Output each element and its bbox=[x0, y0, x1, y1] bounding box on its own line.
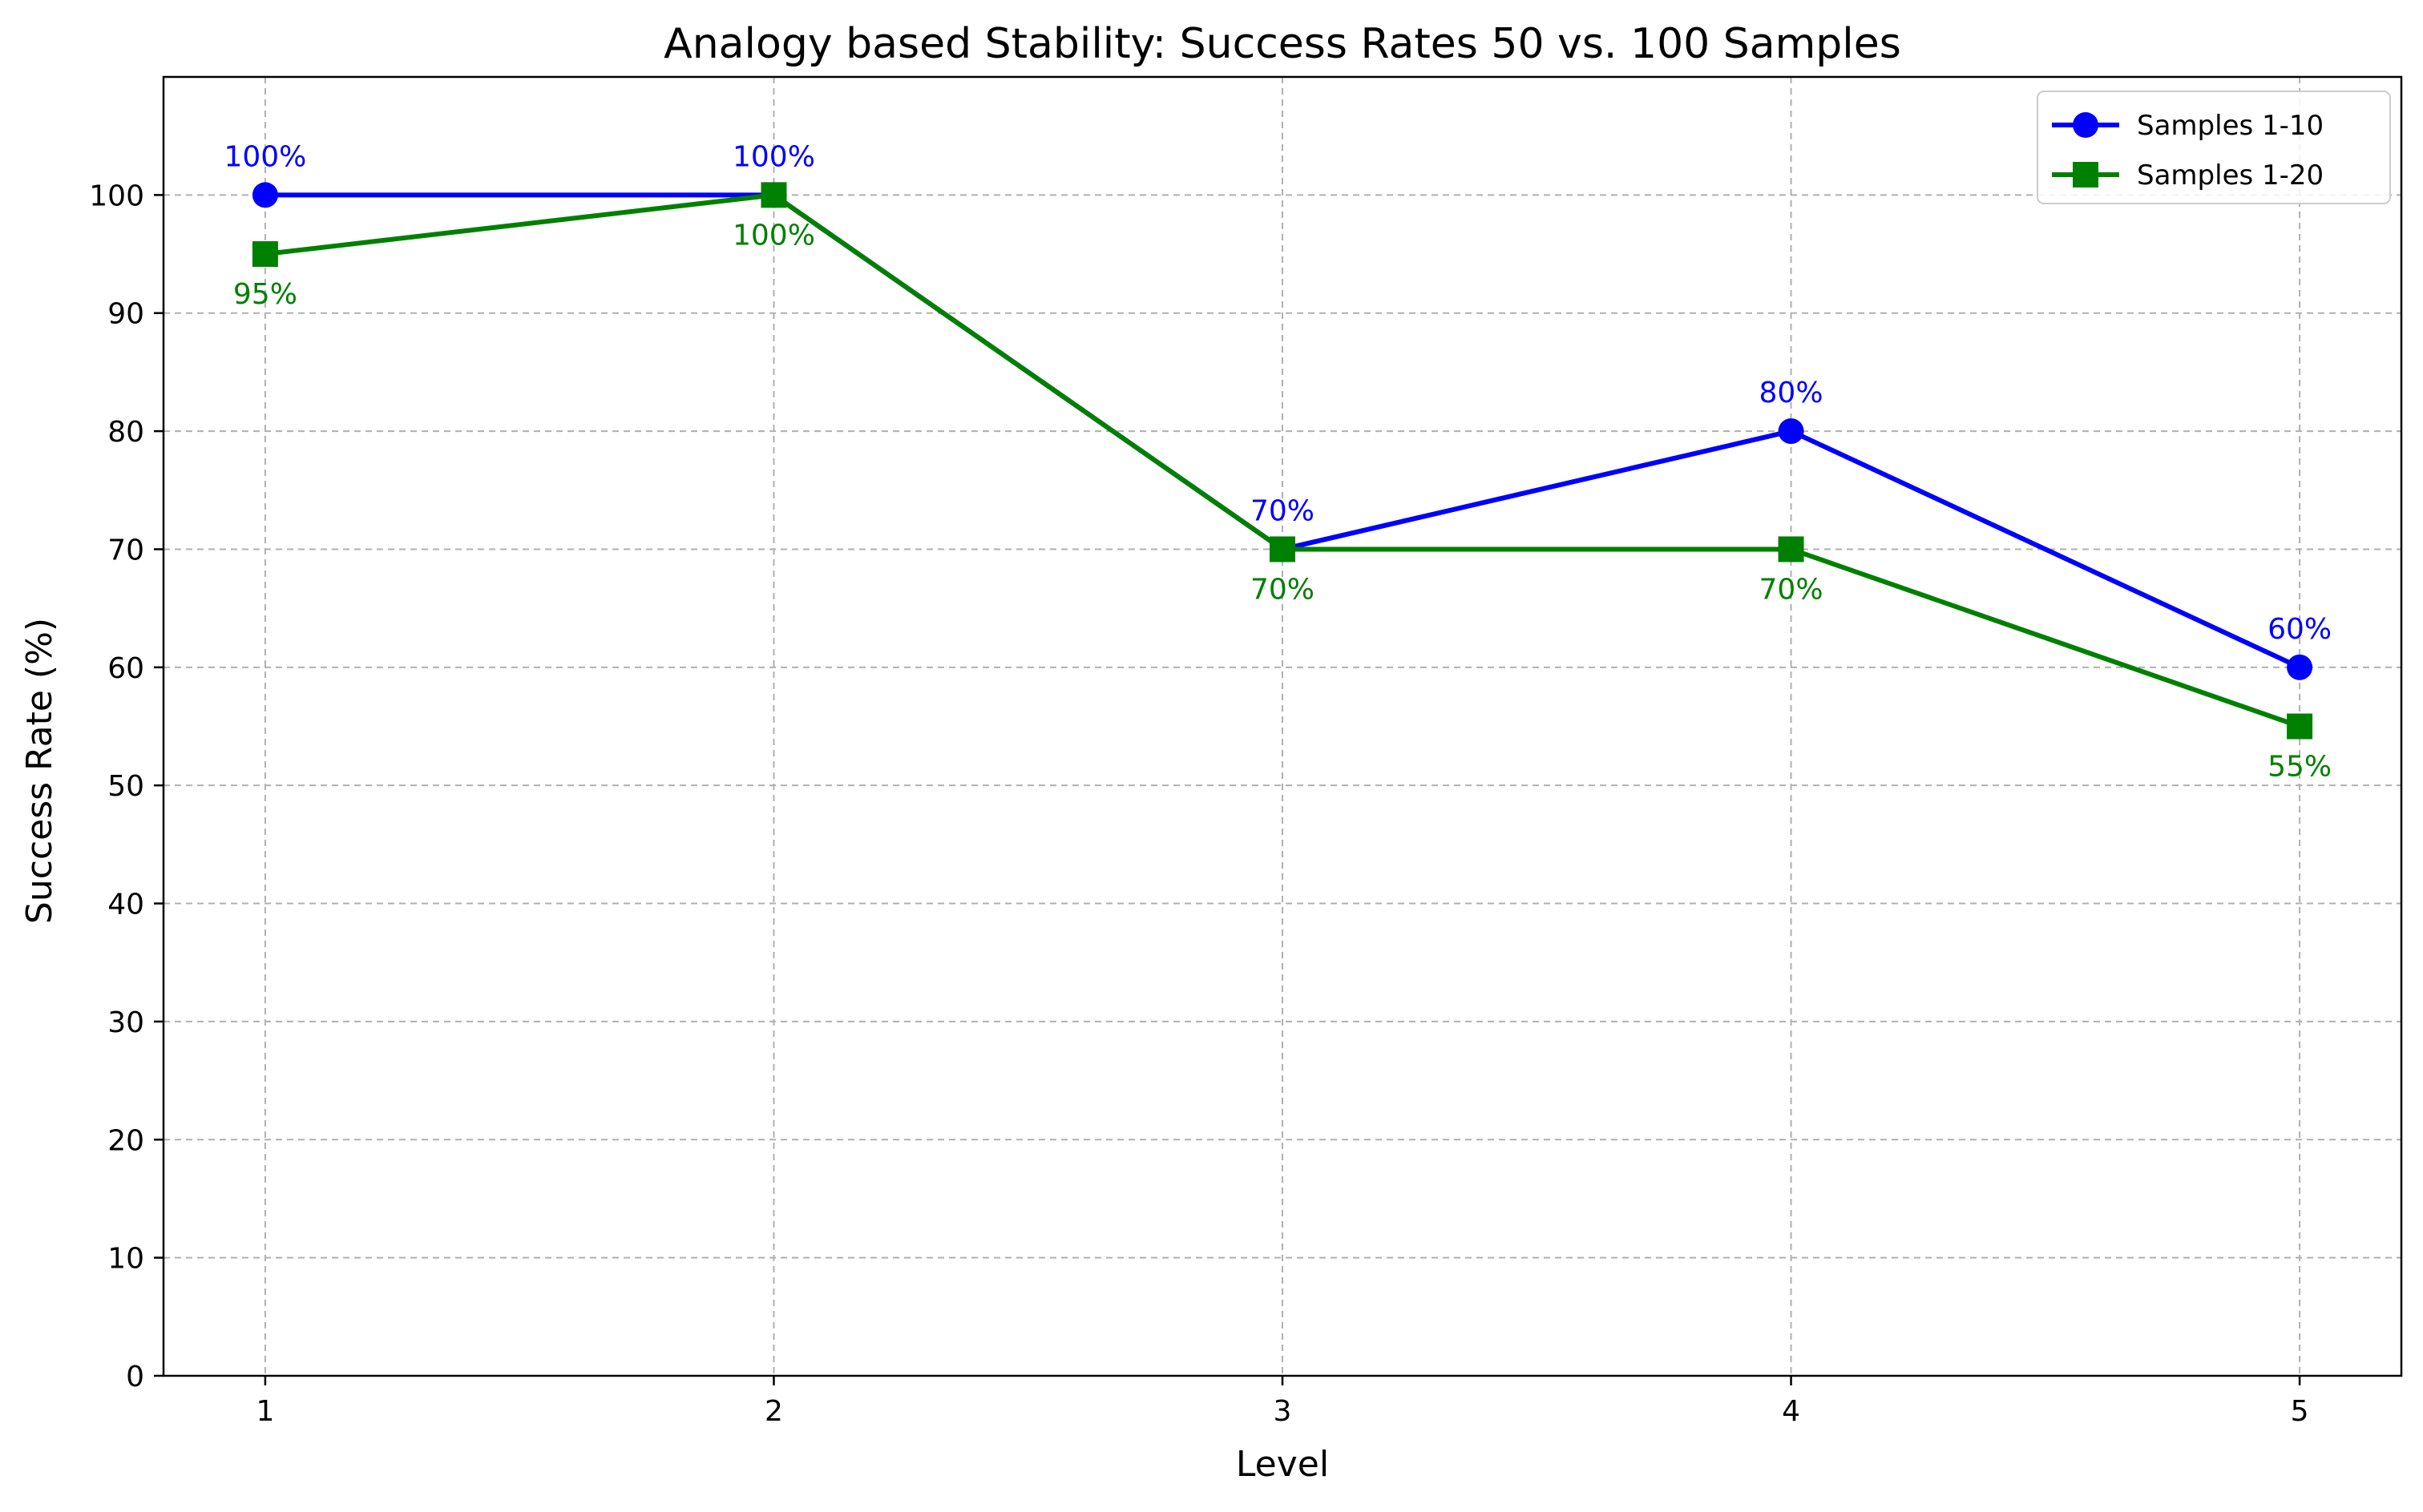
legend-marker-2 bbox=[2073, 162, 2098, 187]
data-labels-layer: 100% 100% 70% 80% 60% 95% 100% 70% 70% 55% bbox=[224, 140, 2332, 783]
data-label: 100% bbox=[733, 219, 815, 252]
series-2-point bbox=[252, 241, 278, 268]
series-2-point bbox=[1778, 536, 1804, 562]
y-tick-label: 90 bbox=[107, 298, 144, 331]
y-axis-label: Success Rate (%) bbox=[19, 618, 60, 924]
data-label: 70% bbox=[1250, 494, 1314, 527]
data-label: 60% bbox=[2268, 613, 2332, 646]
x-tick-label: 5 bbox=[2291, 1395, 2309, 1428]
data-label: 55% bbox=[2268, 751, 2332, 784]
series-2-point bbox=[1270, 536, 1295, 562]
data-label: 95% bbox=[233, 278, 297, 311]
legend-label-1: Samples 1-10 bbox=[2137, 110, 2324, 142]
data-label: 70% bbox=[1250, 573, 1314, 606]
series-1-point bbox=[252, 182, 278, 208]
chart-title: Analogy based Stability: Success Rates 5… bbox=[664, 20, 1901, 68]
data-label: 100% bbox=[224, 140, 306, 173]
legend-marker-1 bbox=[2073, 112, 2098, 138]
x-axis-label: Level bbox=[1236, 1444, 1329, 1485]
y-tick-label: 60 bbox=[107, 652, 144, 685]
data-label: 100% bbox=[733, 140, 815, 173]
y-tick-label: 70 bbox=[107, 534, 144, 566]
y-tick-label: 30 bbox=[107, 1006, 144, 1039]
legend: Samples 1-10 Samples 1-20 bbox=[2037, 91, 2391, 204]
legend-box bbox=[2037, 91, 2391, 204]
y-tick-label: 20 bbox=[107, 1124, 144, 1157]
x-tick-label: 3 bbox=[1274, 1395, 1292, 1428]
y-tick-label: 10 bbox=[107, 1243, 144, 1276]
series-2-point bbox=[761, 182, 787, 208]
legend-label-2: Samples 1-20 bbox=[2137, 159, 2324, 192]
x-tick-label: 2 bbox=[765, 1395, 783, 1428]
x-tick-label: 4 bbox=[1782, 1395, 1800, 1428]
y-tick-label: 80 bbox=[107, 416, 144, 449]
series-1-point bbox=[1778, 418, 1804, 445]
data-label: 70% bbox=[1759, 573, 1823, 606]
series-1-point bbox=[2287, 654, 2313, 680]
series-layer bbox=[252, 182, 2313, 740]
data-label: 80% bbox=[1759, 377, 1823, 409]
series-2-point bbox=[2287, 713, 2313, 740]
y-tick-label: 0 bbox=[126, 1361, 144, 1393]
x-tick-label: 1 bbox=[256, 1395, 274, 1428]
y-tick-label: 100 bbox=[89, 179, 144, 212]
y-tick-label: 40 bbox=[107, 889, 144, 921]
y-tick-label: 50 bbox=[107, 770, 144, 803]
